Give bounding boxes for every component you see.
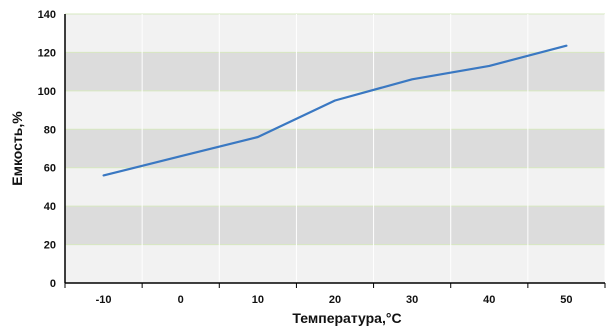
y-axis-ticks: 0 20 40 60 80 100 120 140 — [38, 9, 56, 290]
x-tick-label: 40 — [483, 294, 495, 306]
y-tick-label: 80 — [44, 124, 56, 136]
vertical-grid-lines — [141, 14, 606, 283]
band-100-120 — [65, 52, 605, 91]
chart-axes — [64, 14, 605, 284]
band-20-40 — [65, 206, 605, 245]
x-axis-title: Температура,°C — [292, 310, 401, 326]
band-40-60 — [65, 167, 605, 207]
band-60-80 — [65, 129, 605, 168]
y-tick-label: 20 — [44, 240, 56, 252]
y-tick-label: 60 — [44, 163, 56, 175]
y-tick-label: 140 — [38, 9, 56, 21]
x-tick-label: 0 — [178, 294, 184, 306]
y-axis-title: Емкость,% — [9, 111, 25, 186]
x-axis-ticks: -10 0 10 20 30 40 50 — [64, 283, 606, 306]
x-tick-label: 10 — [252, 294, 264, 306]
y-tick-label: 120 — [38, 47, 56, 59]
series-line-0 — [102, 44, 568, 177]
data-series — [102, 44, 568, 177]
y-tick-label: 100 — [38, 86, 56, 98]
band-120-140 — [65, 14, 605, 53]
band-0-20 — [65, 244, 605, 283]
y-tick-label: 40 — [44, 201, 56, 213]
y-tick-label: 0 — [50, 278, 56, 290]
x-tick-label: -10 — [96, 294, 112, 306]
x-tick-label: 30 — [406, 294, 418, 306]
plot-background-bands — [65, 13, 605, 283]
band-80-100 — [65, 90, 605, 130]
x-tick-label: 20 — [329, 294, 341, 306]
x-tick-label: 50 — [560, 294, 572, 306]
